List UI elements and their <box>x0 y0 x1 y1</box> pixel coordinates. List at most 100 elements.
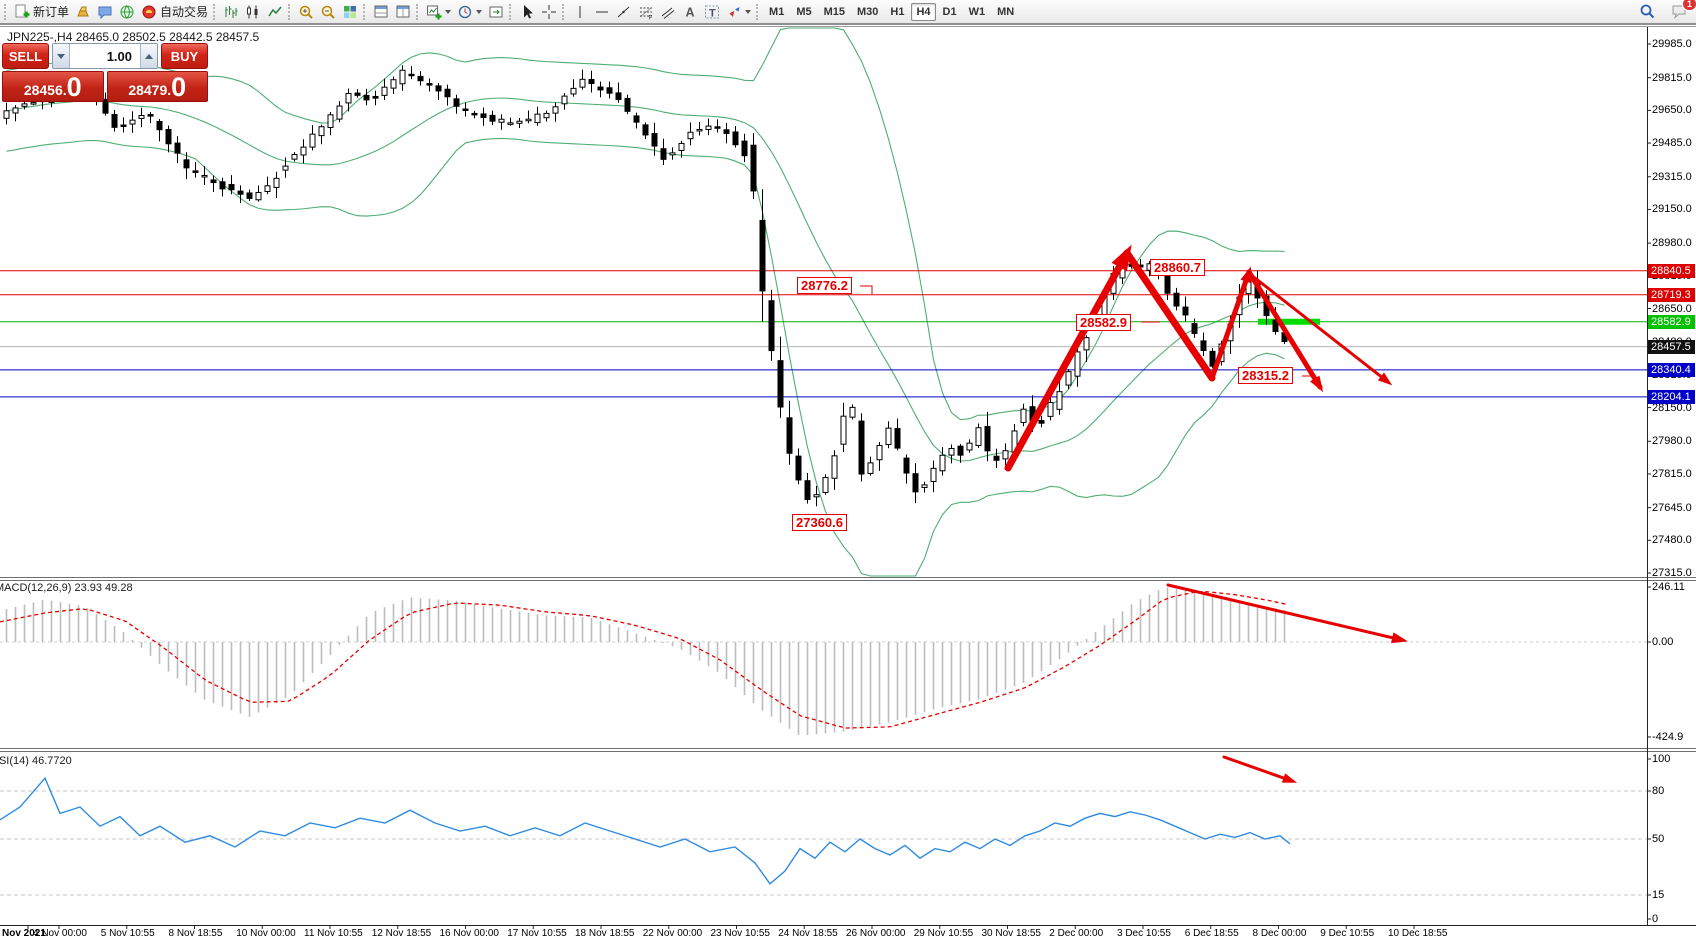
arrowhead <box>1391 632 1408 644</box>
axis-tick-label: 27315.0 <box>1652 567 1692 580</box>
timeframe-h4-button[interactable]: H4 <box>911 2 936 21</box>
search-button[interactable] <box>1636 1 1658 21</box>
date-label: 18 Nov 18:55 <box>575 928 635 939</box>
sell-button[interactable]: SELL <box>2 43 49 69</box>
tiles-icon <box>344 5 357 18</box>
axis-tick-label: 28650.0 <box>1652 302 1692 315</box>
label-t-icon: T <box>705 5 720 19</box>
timeframe-m30-button[interactable]: M30 <box>857 5 879 18</box>
market-broadcast-button[interactable] <box>116 2 138 22</box>
chevron-down-icon[interactable] <box>745 9 752 14</box>
doc-plus-icon <box>15 4 30 17</box>
rsi-line <box>0 776 1291 885</box>
fibonacci-button[interactable]: F <box>635 2 657 22</box>
trend-arrow[interactable] <box>1166 583 1404 642</box>
tile-windows-button[interactable] <box>339 2 361 22</box>
cascade-windows-button[interactable] <box>392 2 414 22</box>
arrows-objects-button[interactable] <box>723 2 754 22</box>
timeframe-mn-button[interactable]: MN <box>997 5 1015 18</box>
new-chart-button[interactable] <box>423 2 454 22</box>
toolbar-group-handle <box>4 3 9 20</box>
auto-trading-button[interactable]: 自动交易 <box>138 2 211 22</box>
periods-button[interactable] <box>454 2 485 22</box>
bars-icon <box>225 5 238 18</box>
date-label: 22 Nov 00:00 <box>642 928 703 939</box>
line-chart-button[interactable] <box>264 2 286 22</box>
axis-tick-label: 29815.0 <box>1652 71 1692 84</box>
new-order-button[interactable]: 新订单 <box>11 2 72 22</box>
buy-price-display[interactable]: 28479. 0 <box>106 71 208 102</box>
vertical-line-button[interactable] <box>569 2 591 22</box>
trend-arrow[interactable] <box>1004 249 1131 472</box>
triangle-up-icon <box>145 53 153 59</box>
timeframe-m5-button[interactable]: M5 <box>796 5 812 18</box>
trend-arrow[interactable] <box>1246 269 1323 390</box>
price-callout[interactable]: 28315.2 <box>1238 367 1293 384</box>
community-button[interactable] <box>94 2 116 22</box>
toolbar-group-handle <box>416 3 421 20</box>
sell-price-big-digit: 0 <box>66 72 82 102</box>
cursor-button[interactable] <box>516 2 538 22</box>
candlestick-chart-button[interactable] <box>242 2 264 22</box>
toolbar-group-handle <box>288 3 293 20</box>
volume-increase-button[interactable] <box>141 44 157 68</box>
shift-icon <box>489 6 503 17</box>
hline-icon <box>596 11 609 12</box>
trend-arrow[interactable] <box>1209 269 1252 381</box>
price-badge: 28340.4 <box>1648 362 1695 377</box>
gold-icon <box>77 6 89 16</box>
axis-tick-label: 15 <box>1652 889 1665 901</box>
chart-shift-button[interactable] <box>485 2 507 22</box>
bollinger-middle-band <box>6 97 1285 462</box>
timeframe-h1-button[interactable]: H1 <box>890 5 905 18</box>
sell-price-main: 28456 <box>23 82 63 98</box>
timeframe-d1-button[interactable]: D1 <box>942 5 957 18</box>
toolbar-group-handle <box>756 3 761 20</box>
price-callout[interactable]: 28860.7 <box>1150 259 1205 276</box>
timeframe-m15-button[interactable]: M15 <box>823 5 845 18</box>
volume-decrease-button[interactable] <box>53 44 69 68</box>
price-badge: 28457.5 <box>1648 339 1695 354</box>
text-button[interactable]: A <box>679 2 701 22</box>
text-label-button[interactable]: T <box>701 2 723 22</box>
timeframe-m1-button[interactable]: M1 <box>769 5 785 18</box>
linechart-icon <box>268 6 282 16</box>
volume-value[interactable]: 1.00 <box>69 44 141 68</box>
crosshair-button[interactable] <box>538 2 560 22</box>
trend-arrow[interactable] <box>1253 276 1390 384</box>
globe-icon <box>120 5 134 18</box>
price-callout[interactable]: 27360.6 <box>792 514 847 531</box>
arrange-windows-button[interactable] <box>370 2 392 22</box>
zoom-out-icon <box>321 5 335 19</box>
chevron-down-icon[interactable] <box>445 9 452 14</box>
search-icon <box>1640 4 1655 19</box>
timeframe-w1-button[interactable]: W1 <box>968 5 986 18</box>
price-callout[interactable]: 28582.9 <box>1076 314 1131 331</box>
axis-tick-label: 27815.0 <box>1652 467 1692 480</box>
trend-arrow[interactable] <box>1222 755 1294 783</box>
price-badge: 28840.5 <box>1648 263 1695 278</box>
chevron-down-icon[interactable] <box>476 9 483 14</box>
chart-profiles-button[interactable] <box>72 2 94 22</box>
price-callout[interactable]: 28776.2 <box>797 277 852 294</box>
notifications-button[interactable]: 1 <box>1668 0 1696 21</box>
horizontal-line-button[interactable] <box>591 2 613 22</box>
axis-tick-label: 80 <box>1652 785 1665 797</box>
bar-chart-button[interactable] <box>220 2 242 22</box>
buy-button[interactable]: BUY <box>161 43 208 69</box>
candles-icon <box>247 5 258 18</box>
price-badge: 28719.3 <box>1648 287 1695 302</box>
auto-trading-button-label: 自动交易 <box>160 5 209 19</box>
one-click-trading-panel: SELL 1.00 BUY 28456. 0 28479. 0 <box>2 43 208 102</box>
date-label: 16 Nov 00:00 <box>439 928 500 939</box>
zoom-out-button[interactable] <box>317 2 339 22</box>
channel-button[interactable] <box>657 2 679 22</box>
sell-price-display[interactable]: 28456. 0 <box>2 71 104 102</box>
axis-tick-label: 29650.0 <box>1652 104 1692 117</box>
arrowhead <box>1310 375 1324 393</box>
date-label: 10 Nov 00:00 <box>236 928 296 939</box>
trend-arrow[interactable] <box>1123 249 1216 382</box>
zoom-in-button[interactable] <box>295 2 317 22</box>
trendline-button[interactable] <box>613 2 635 22</box>
